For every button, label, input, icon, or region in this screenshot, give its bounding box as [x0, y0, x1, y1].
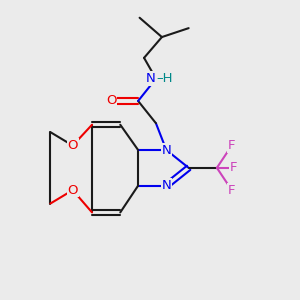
Text: O: O	[68, 139, 78, 152]
Text: F: F	[228, 184, 236, 196]
Text: O: O	[68, 184, 78, 196]
Text: F: F	[228, 139, 236, 152]
Text: F: F	[230, 161, 237, 174]
Text: O: O	[106, 94, 117, 107]
Text: N: N	[161, 143, 171, 157]
Text: N: N	[161, 179, 171, 192]
Text: N: N	[146, 72, 156, 85]
Text: –H: –H	[157, 72, 173, 85]
